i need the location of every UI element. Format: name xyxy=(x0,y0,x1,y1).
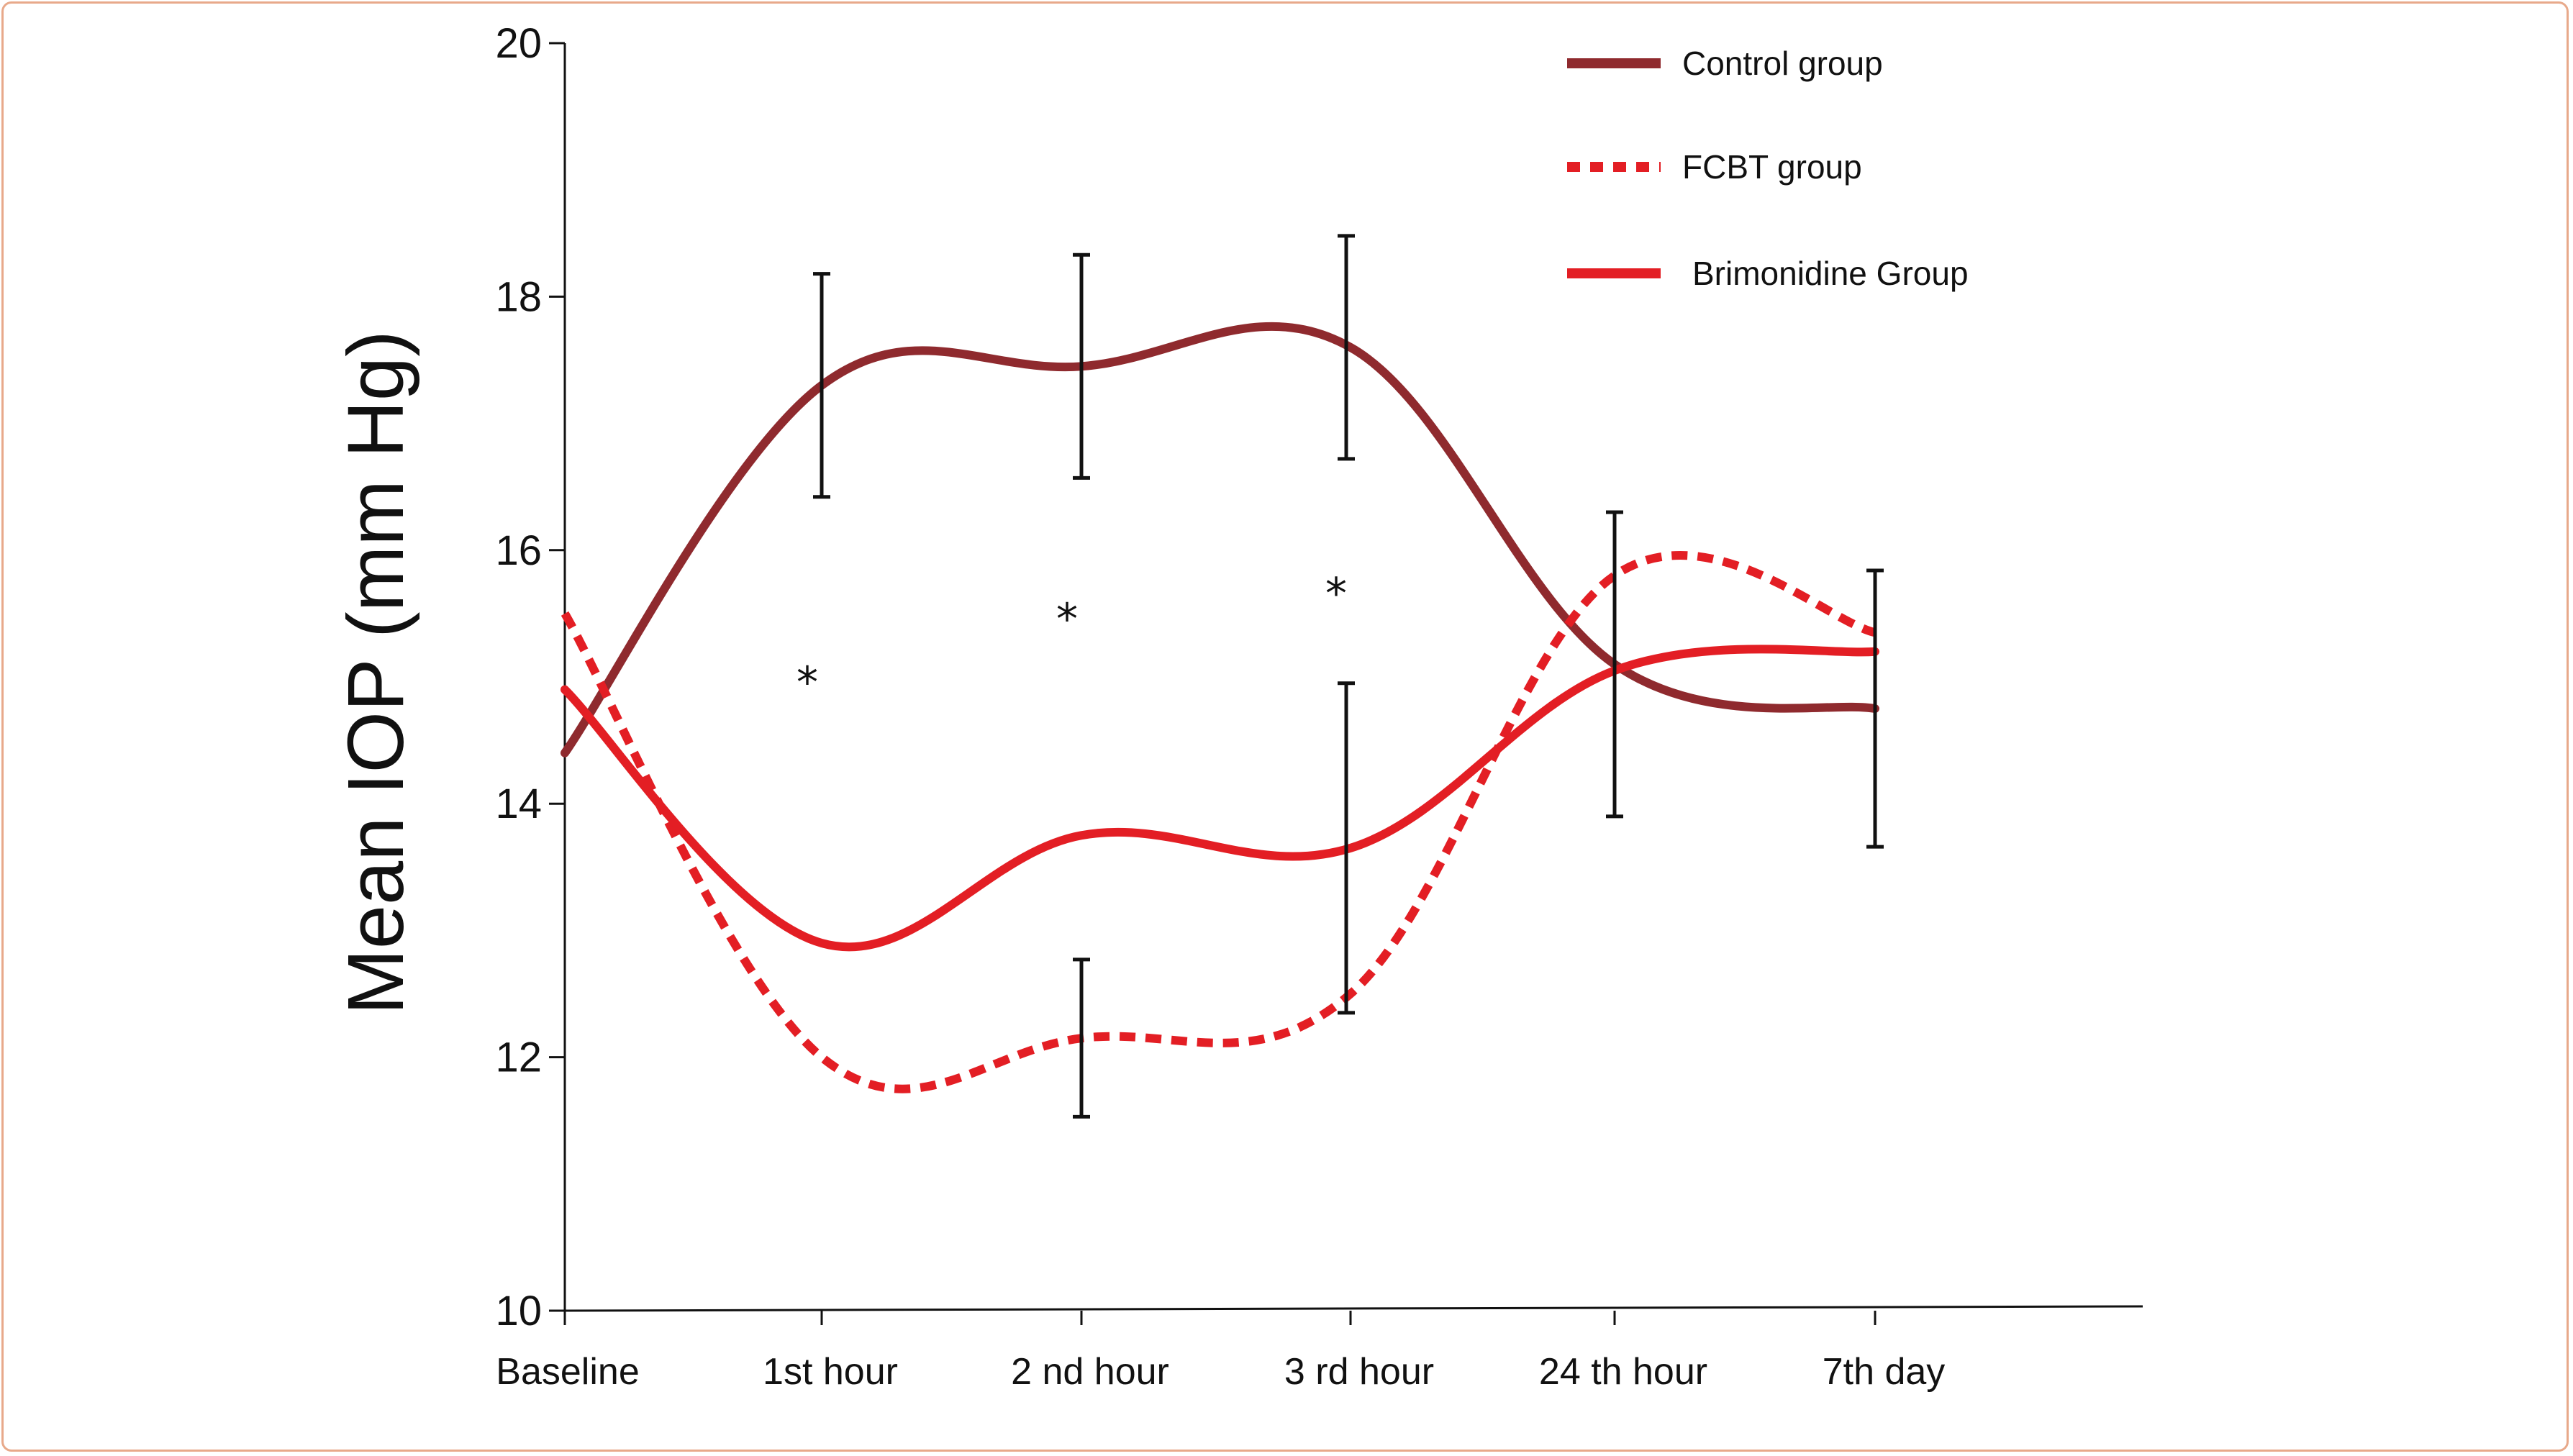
y-axis-title: Mean IOP (mm Hg) xyxy=(332,330,420,1015)
error-bar-control-group xyxy=(813,272,830,499)
y-tick-label: 12 xyxy=(495,1034,542,1081)
error-bar-control-group xyxy=(1073,252,1090,480)
legend-label-fcbt-group: FCBT group xyxy=(1682,148,1862,186)
y-tick-label: 10 xyxy=(495,1288,542,1334)
annotations: * * * xyxy=(797,569,1347,708)
error-bar-fcbt-group xyxy=(1073,957,1090,1119)
error-bars xyxy=(813,234,1884,1119)
x-tick-label: Baseline xyxy=(496,1351,639,1393)
error-bar-control-group xyxy=(1606,510,1623,819)
y-tick-label: 16 xyxy=(495,527,542,574)
x-tick-label: 1st hour xyxy=(763,1351,898,1393)
x-tick-label: 3 rd hour xyxy=(1284,1351,1434,1393)
series-layer xyxy=(561,322,1879,1093)
significance-marker: * xyxy=(1056,594,1078,645)
error-bar-control-group xyxy=(1866,568,1884,849)
axis-labels: 10 12 14 16 18 20 Baseline 1st hour 2 nd hour 3 r… xyxy=(495,20,1945,1393)
error-bar-control-group xyxy=(1338,234,1355,461)
legend: Control group FCBT group Brimonidine Group xyxy=(1567,45,1969,292)
significance-marker: * xyxy=(797,658,818,708)
y-tick-label: 20 xyxy=(495,20,542,67)
legend-label-brimonidine-group: Brimonidine Group xyxy=(1692,255,1969,292)
series-line-brimonidine-group xyxy=(561,645,1879,952)
series-line-fcbt-group xyxy=(561,550,1877,1093)
error-bar-brimonidine-group xyxy=(1338,681,1355,1015)
x-tick-label: 2 nd hour xyxy=(1011,1351,1169,1393)
x-tick-label: 7th day xyxy=(1823,1351,1946,1393)
axes xyxy=(549,42,2143,1325)
y-tick-label: 14 xyxy=(495,781,542,827)
x-axis-line xyxy=(564,1305,2143,1312)
y-tick-label: 18 xyxy=(495,273,542,320)
legend-label-control-group: Control group xyxy=(1682,45,1883,82)
x-tick-label: 24 th hour xyxy=(1539,1351,1707,1393)
significance-marker: * xyxy=(1325,569,1347,619)
series-line-control-group xyxy=(561,322,1879,757)
